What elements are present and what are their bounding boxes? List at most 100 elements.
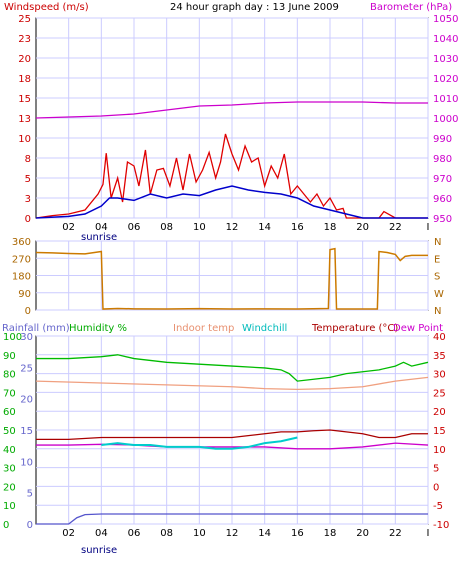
temperature-tick-label: -10 — [433, 520, 449, 531]
rainfall-axis-title: Rainfall (mm) — [2, 323, 70, 334]
barometer-tick-label: 950 — [433, 214, 452, 225]
compass-tick-label: W — [434, 289, 444, 300]
sunrise-label-bottom: sunrise — [81, 545, 117, 556]
barometer-tick-label: 980 — [433, 154, 452, 165]
rainfall-tick-label: 30 — [20, 332, 33, 343]
temperature-tick-label: 40 — [433, 332, 446, 343]
temperature-tick-label: 15 — [433, 426, 446, 437]
barometer-tick-label: 1010 — [433, 94, 458, 105]
hour-tick-label-bottom: 18 — [324, 528, 337, 539]
humidity-tick-label: 100 — [3, 332, 22, 343]
windspeed-tick-label: 15 — [18, 94, 31, 105]
hour-tick-label-top: 20 — [356, 222, 369, 233]
barometer-tick-label: 1050 — [433, 14, 458, 25]
temperature-tick-label: 10 — [433, 445, 446, 456]
compass-tick-label: N — [434, 237, 441, 248]
temperature-tick-label: 5 — [433, 464, 439, 475]
direction-tick-label: 270 — [12, 254, 31, 265]
humidity-tick-label: 40 — [3, 445, 16, 456]
hour-end-marker-top: I — [427, 222, 430, 233]
windspeed-tick-label: 25 — [18, 14, 31, 25]
windspeed-tick-label: 20 — [18, 54, 31, 65]
humidity-tick-label: 50 — [3, 426, 16, 437]
humidity-tick-label: 80 — [3, 370, 16, 381]
barometer-tick-label: 1030 — [433, 54, 458, 65]
humidity-tick-label: 70 — [3, 388, 16, 399]
windspeed-tick-label: 18 — [18, 74, 31, 85]
humidity-tick-label: 10 — [3, 501, 16, 512]
hour-tick-label-bottom: 16 — [291, 528, 304, 539]
hour-tick-label-bottom: 08 — [160, 528, 173, 539]
temperature-axis-title: Temperature (°C) — [311, 323, 398, 334]
compass-tick-label: N — [434, 306, 441, 317]
hour-tick-label-top: 06 — [128, 222, 141, 233]
windspeed-max-line — [35, 133, 428, 219]
sunrise-label-top: sunrise — [81, 232, 117, 243]
barometer-tick-label: 1040 — [433, 34, 458, 45]
temperature-tick-label: 30 — [433, 370, 446, 381]
rainfall-tick-label: 10 — [20, 457, 33, 468]
dewpoint-title: Dew Point — [393, 323, 443, 334]
humidity-tick-label: 60 — [3, 407, 16, 418]
hour-tick-label-top: 08 — [160, 222, 173, 233]
windchill-line — [101, 436, 298, 450]
temperature-tick-label: 0 — [433, 482, 439, 493]
humidity-axis-title: Humidity % — [69, 323, 127, 334]
compass-tick-label: E — [434, 254, 440, 265]
hour-tick-label-bottom: 20 — [356, 528, 369, 539]
hour-tick-label-bottom: 04 — [95, 528, 108, 539]
rainfall-tick-label: 20 — [20, 395, 33, 406]
compass-tick-label: S — [434, 272, 440, 283]
windspeed-tick-label: 8 — [25, 154, 31, 165]
direction-tick-label: 0 — [25, 306, 31, 317]
windspeed-tick-label: 13 — [18, 114, 31, 125]
temperature-tick-label: 25 — [433, 388, 446, 399]
barometer-tick-label: 990 — [433, 134, 452, 145]
humidity-tick-label: 0 — [3, 520, 9, 531]
humidity-line — [36, 354, 429, 382]
hour-tick-label-bottom: 10 — [193, 528, 206, 539]
temperature-line — [36, 429, 428, 441]
hour-tick-label-bottom: 06 — [128, 528, 141, 539]
windspeed-tick-label: 10 — [18, 134, 31, 145]
barometer-axis-title: Barometer (hPa) — [370, 2, 452, 13]
windspeed-tick-label: 23 — [18, 34, 31, 45]
hour-tick-label-bottom: 02 — [62, 528, 75, 539]
hour-tick-label-top: 12 — [226, 222, 239, 233]
rainfall-tick-label: 0 — [27, 520, 33, 531]
barometer-tick-label: 1020 — [433, 74, 458, 85]
temperature-tick-label: 35 — [433, 351, 446, 362]
rainfall-tick-label: 5 — [27, 489, 33, 500]
humidity-tick-label: 30 — [3, 464, 16, 475]
indoor-temp-title: Indoor temp — [173, 323, 234, 334]
windspeed-tick-label: 0 — [25, 214, 31, 225]
direction-tick-label: 180 — [12, 272, 31, 283]
hour-tick-label-bottom: 14 — [258, 528, 271, 539]
hour-tick-label-top: 02 — [62, 222, 75, 233]
direction-tick-label: 360 — [12, 237, 31, 248]
windspeed-tick-label: 3 — [25, 194, 31, 205]
hour-tick-label-bottom: 22 — [389, 528, 402, 539]
hour-tick-label-bottom: 12 — [226, 528, 239, 539]
hour-tick-label-top: 14 — [258, 222, 271, 233]
barometer-tick-label: 970 — [433, 174, 452, 185]
hour-tick-label-top: 22 — [389, 222, 402, 233]
hour-tick-label-top: 10 — [193, 222, 206, 233]
rainfall-tick-label: 15 — [20, 426, 33, 437]
graph-title: 24 hour graph day : 13 June 2009 — [170, 2, 339, 13]
humidity-tick-label: 20 — [3, 482, 16, 493]
barometer-tick-label: 1000 — [433, 114, 458, 125]
barometer-line — [35, 101, 428, 119]
rainfall-line — [36, 513, 428, 525]
direction-tick-label: 90 — [18, 289, 31, 300]
indoor-temp-line — [35, 376, 429, 391]
windchill-title: Windchill — [242, 323, 287, 334]
humidity-tick-label: 90 — [3, 351, 16, 362]
hour-end-marker-bottom: I — [427, 528, 430, 539]
windspeed-avg-line — [35, 185, 428, 219]
windspeed-axis-title: Windspeed (m/s) — [4, 2, 89, 13]
wind-direction-line — [35, 247, 428, 310]
hour-tick-label-top: 16 — [291, 222, 304, 233]
